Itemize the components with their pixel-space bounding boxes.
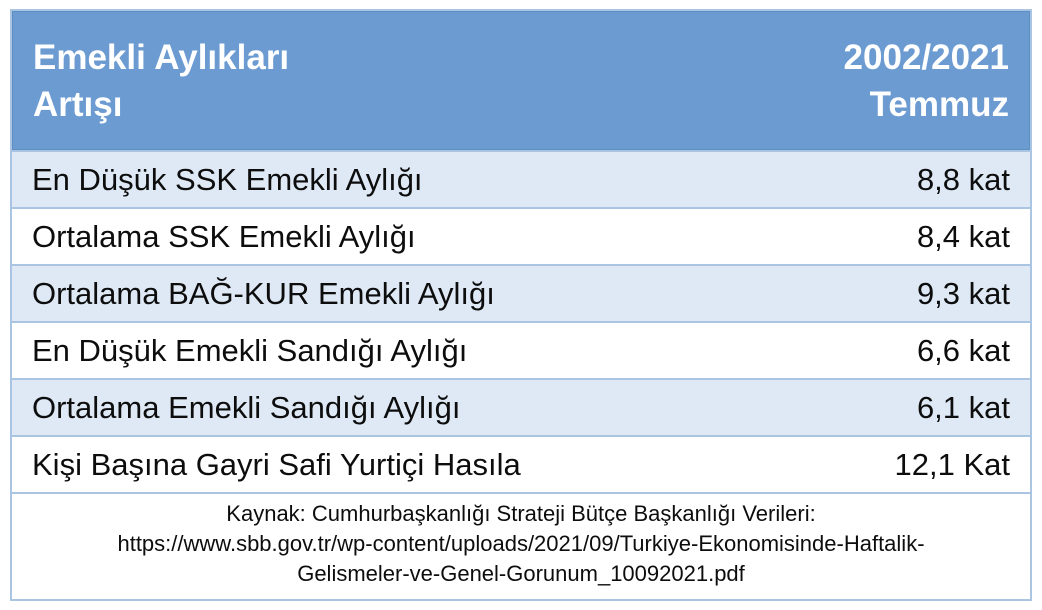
table-title: Emekli Aylıkları Artışı (33, 34, 289, 128)
row-label: Kişi Başına Gayri Safi Yurtiçi Hasıla (32, 446, 521, 482)
source-url-line-2: Gelismeler-ve-Genel-Gorunum_10092021.pdf (297, 561, 745, 586)
row-value: 9,3 kat (916, 275, 1010, 311)
row-value: 8,4 kat (916, 218, 1010, 254)
row-label: Ortalama BAĞ-KUR Emekli Aylığı (32, 275, 495, 311)
row-label: En Düşük SSK Emekli Aylığı (32, 161, 423, 197)
table-period-line1: 2002/2021 (843, 37, 1009, 77)
table-period-line2: Temmuz (869, 84, 1009, 124)
table-row: En Düşük SSK Emekli Aylığı 8,8 kat (12, 150, 1030, 207)
table-row: Ortalama Emekli Sandığı Aylığı 6,1 kat (12, 378, 1030, 435)
table-row: Kişi Başına Gayri Safi Yurtiçi Hasıla 12… (12, 435, 1030, 492)
table-header: Emekli Aylıkları Artışı 2002/2021 Temmuz (12, 11, 1030, 150)
row-label: Ortalama Emekli Sandığı Aylığı (32, 389, 461, 425)
table-title-line2: Artışı (33, 84, 123, 124)
table-period: 2002/2021 Temmuz (844, 34, 1009, 128)
source-note: Kaynak: Cumhurbaşkanlığı Strateji Bütçe … (12, 492, 1030, 599)
source-line-1: Kaynak: Cumhurbaşkanlığı Strateji Bütçe … (226, 501, 816, 526)
row-value: 6,1 kat (916, 389, 1010, 425)
row-value: 12,1 Kat (894, 446, 1010, 482)
pension-increase-table: Emekli Aylıkları Artışı 2002/2021 Temmuz… (10, 9, 1032, 601)
table-row: En Düşük Emekli Sandığı Aylığı 6,6 kat (12, 321, 1030, 378)
table-row: Ortalama BAĞ-KUR Emekli Aylığı 9,3 kat (12, 264, 1030, 321)
row-label: En Düşük Emekli Sandığı Aylığı (32, 332, 468, 368)
source-url-line-1: https://www.sbb.gov.tr/wp-content/upload… (117, 531, 925, 556)
table-title-line1: Emekli Aylıkları (33, 37, 290, 77)
table-row: Ortalama SSK Emekli Aylığı 8,4 kat (12, 207, 1030, 264)
row-value: 8,8 kat (916, 161, 1010, 197)
row-label: Ortalama SSK Emekli Aylığı (32, 218, 416, 254)
row-value: 6,6 kat (916, 332, 1010, 368)
